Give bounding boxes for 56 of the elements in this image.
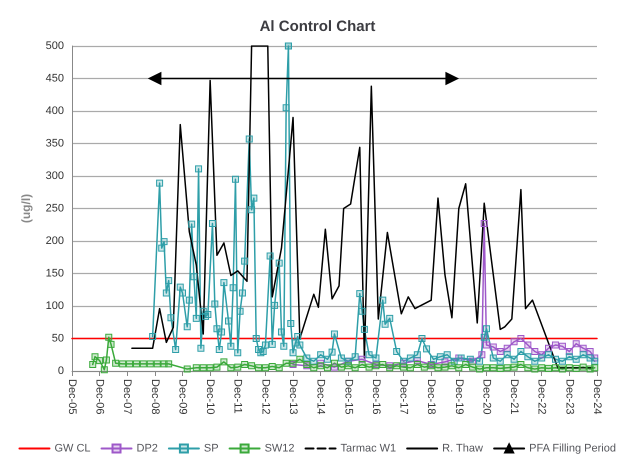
y-tick-label: 350 [46, 138, 64, 150]
chart-title: Al Control Chart [260, 18, 376, 35]
point [524, 342, 532, 348]
legend-label: DP2 [136, 442, 158, 454]
x-tick-label: Dec-19 [452, 379, 465, 414]
point [490, 343, 497, 350]
x-tick-label: Dec-24 [591, 379, 603, 414]
x-tick-label: Dec-11 [232, 379, 244, 414]
x-tick-label: Dec-08 [148, 379, 161, 414]
x-tick-label: Dec-17 [398, 379, 410, 414]
y-tick-label: 50 [52, 332, 64, 344]
point [496, 348, 504, 355]
y-tick-label: 250 [46, 202, 64, 214]
y-tick-label: 200 [46, 235, 64, 247]
point [510, 338, 518, 346]
y-tick-label: 0 [58, 365, 64, 377]
x-tick-label: Dec-15 [342, 379, 354, 414]
x-tick-label: Dec-14 [314, 379, 327, 414]
x-tick-label: Dec-16 [370, 379, 382, 414]
point [572, 340, 580, 348]
point [482, 342, 490, 348]
x-tick-label: Dec-09 [176, 379, 189, 414]
legend-label: Tarmac W1 [340, 442, 396, 454]
point [558, 342, 566, 350]
legend-label: SP [204, 442, 219, 454]
legend-label: R. Thaw [442, 442, 483, 454]
point [552, 342, 559, 348]
point [478, 351, 486, 358]
x-tick-label: Dec-18 [425, 379, 438, 414]
x-tick-label: Dec-10 [204, 379, 216, 414]
legend-label: GW CL [54, 442, 91, 454]
legend-label: PFA Filling Period [529, 442, 616, 454]
x-tick-label: Dec-05 [66, 379, 78, 414]
x-tick-label: Dec-13 [287, 379, 300, 414]
point [480, 220, 488, 227]
x-tick-label: Dec-23 [563, 379, 576, 414]
point [504, 344, 511, 352]
y-tick-label: 300 [46, 170, 64, 182]
y-tick-label: 400 [46, 105, 64, 117]
point [531, 348, 538, 355]
x-tick-label: Dec-20 [480, 379, 492, 414]
x-tick-label: Dec-22 [536, 379, 548, 414]
point [517, 335, 524, 342]
x-tick-label: Dec-07 [121, 379, 134, 414]
point [545, 344, 552, 352]
x-tick-label: Dec-06 [94, 379, 106, 414]
y-tick-label: 500 [46, 40, 64, 52]
x-tick-label: Dec-12 [259, 379, 272, 414]
y-tick-label: 100 [46, 300, 64, 312]
point [580, 344, 587, 352]
x-tick-label: Dec-21 [508, 379, 520, 414]
y-tick-label: 150 [46, 268, 64, 280]
point [586, 348, 594, 355]
y-tick-label: 450 [46, 72, 64, 84]
y-axis-title: (ug/l) [19, 194, 33, 224]
legend-label: SW12 [264, 442, 295, 454]
